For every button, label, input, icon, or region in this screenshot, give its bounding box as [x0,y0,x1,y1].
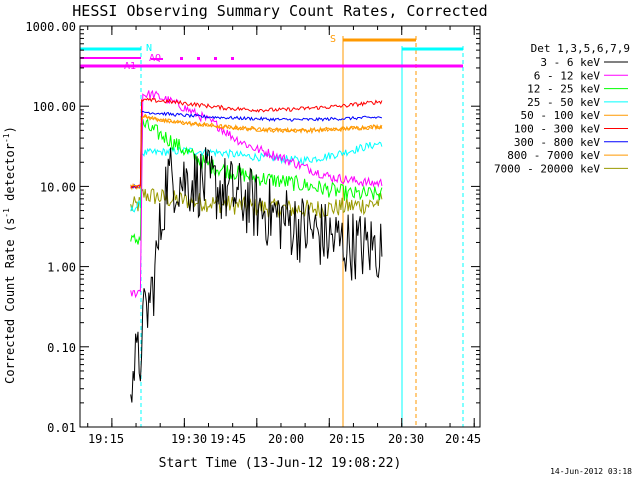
y-tick-label: 1000.00 [25,20,76,34]
legend-label: 3 - 6 keV [540,56,600,69]
x-tick-label: 20:00 [268,432,304,446]
y-tick-label: 10.00 [40,180,76,194]
x-tick-label: 20:30 [388,432,424,446]
y-axis-label-sup-2: -1 [2,133,11,143]
timestamp: 14-Jun-2012 03:18 [550,467,632,476]
legend-label: 300 - 800 keV [514,136,600,149]
series-line-3-6-kev [130,147,383,403]
x-tick-label: 19:30 [171,432,207,446]
y-axis-label: Corrected Count Rate (s-1 detector-1) [2,126,17,384]
series-line-100-300-kev [130,97,383,189]
x-axis-label: Start Time (13-Jun-12 19:08:22) [159,456,402,471]
aq-dot-4 [231,57,234,60]
aq-dot-1 [180,57,183,60]
y-axis-label-part-1: Corrected Count Rate (s [3,218,17,384]
series-line-300-800-kev [130,110,383,189]
annotation-label-s: S [330,34,336,45]
legend-label: 50 - 100 keV [521,109,601,122]
annotation-label-n: N [146,43,152,54]
x-tick-label: 20:15 [329,432,365,446]
y-tick-label: 0.01 [47,421,76,435]
y-tick-label: 1.00 [47,261,76,275]
series-line-800-7000-kev [130,115,383,189]
annotation-label-aq: AQ [149,53,161,64]
aq-dot-2 [197,57,200,60]
y-axis-label-part-3: ) [3,126,17,133]
legend-label: 6 - 12 keV [534,69,601,82]
y-tick-label: 100.00 [33,100,76,114]
y-axis-label-part-2: detector [3,143,17,208]
legend-label: 12 - 25 keV [527,83,600,96]
x-tick-label: 20:45 [445,432,481,446]
legend-label: 25 - 50 keV [527,96,600,109]
legend-label: 800 - 7000 keV [507,149,600,162]
legend-title: Det 1,3,5,6,7,9 [531,42,630,55]
plot-area: NAQ A1 S 0.01 0.10 1.00 10.00 100.00 1000.00 19:1… [25,20,628,446]
aq-dot-3 [214,57,217,60]
x-tick-label: 19:15 [88,432,124,446]
annotation-label-a1: A1 [124,61,136,72]
x-tick-label: 19:45 [210,432,246,446]
y-axis-label-sup-1: -1 [2,208,11,218]
series-line-7000-20000-kev [130,188,383,219]
chart-title: HESSI Observing Summary Count Rates, Cor… [72,2,487,20]
plot-frame [79,25,481,428]
y-tick-label: 0.10 [47,341,76,355]
legend-label: 100 - 300 keV [514,123,600,136]
legend-label: 7000 - 20000 keV [494,162,600,175]
